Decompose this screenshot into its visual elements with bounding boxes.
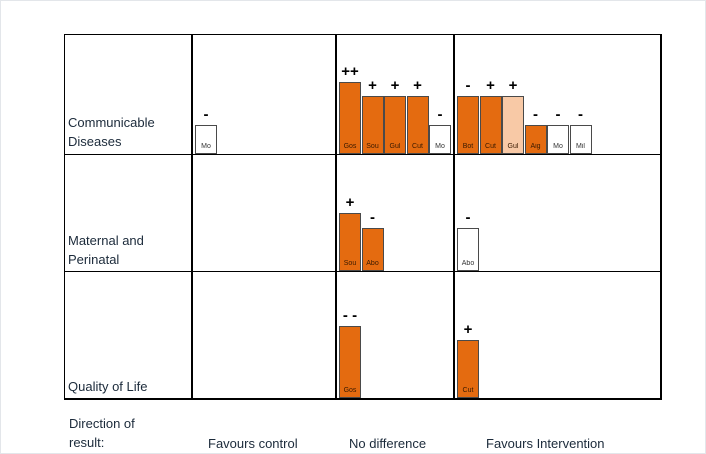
grid-line-col1 [191, 34, 193, 400]
study-bar: Cut [479, 96, 502, 154]
study-bar-label: Cut [485, 143, 496, 150]
study-bar-label: Gos [343, 387, 357, 394]
study-bar: Mil [569, 125, 592, 154]
study-bar-label: Aig [530, 143, 541, 150]
study-bar-label: Mo [553, 143, 563, 150]
study-bar: Abo [457, 227, 479, 271]
study-bar: Bot [457, 96, 479, 154]
study-bar-label: Bot [462, 143, 474, 150]
study-bar: Aig [524, 125, 547, 154]
study-bar-label: Abo [461, 260, 475, 267]
study-bar-label: Gul [507, 143, 519, 150]
result-sign: - [437, 106, 443, 123]
result-sign: + [463, 321, 473, 338]
study-bar-label: Mo [201, 143, 211, 150]
direction-of-result-label: Direction of result: [69, 416, 135, 450]
study-bar: Mo [195, 125, 217, 154]
result-sign: + [345, 194, 355, 211]
result-sign: - [555, 106, 561, 123]
study-bar-label: Cut [462, 387, 474, 394]
column-caption-no-difference: No difference [349, 436, 427, 451]
result-sign: + [486, 77, 495, 94]
row-label-quality: Quality of Life [68, 379, 148, 394]
grid-line-row1 [64, 154, 662, 155]
grid-line-right [660, 34, 662, 400]
study-bar: Abo [361, 227, 384, 271]
study-bar-label: Sou [343, 260, 357, 267]
study-bar: Gos [339, 325, 361, 398]
grid-line-row2 [64, 271, 662, 272]
study-bar-label: Gul [389, 143, 401, 150]
result-sign: + [508, 77, 518, 94]
results-grid: Communicable Diseases Maternal and Perin… [64, 34, 662, 400]
result-sign: - [465, 77, 471, 94]
study-bar-label: Mil [576, 143, 585, 150]
study-bar-label: Mo [435, 143, 445, 150]
grid-line-top [64, 34, 662, 35]
result-sign: + [368, 77, 377, 94]
grid-line-col3 [453, 34, 455, 400]
study-bar: Sou [361, 96, 384, 154]
study-bar-label: Abo [366, 260, 379, 267]
result-sign: - - [342, 306, 358, 324]
study-bar: Gos [339, 81, 361, 154]
result-sign: - [203, 106, 209, 123]
study-bar-label: Cut [412, 143, 423, 150]
grid-line-bottom [64, 398, 662, 400]
row-label-maternal: Maternal and Perinatal [68, 233, 144, 267]
column-caption-favours-intervention: Favours Intervention [486, 436, 605, 451]
row-label-communicable: Communicable Diseases [68, 115, 155, 149]
result-sign: ++ [341, 62, 359, 80]
study-bar: Gul [384, 96, 406, 154]
grid-line-col2 [335, 34, 337, 400]
study-bar: Gul [502, 96, 524, 154]
column-caption-favours-control: Favours control [208, 436, 298, 451]
study-bar: Mo [429, 125, 451, 154]
result-sign: - [578, 106, 583, 123]
study-bar-label: Gos [343, 143, 357, 150]
result-sign: - [370, 208, 375, 226]
study-bar-label: Sou [366, 143, 379, 150]
study-bar: Mo [547, 125, 569, 154]
study-bar: Sou [339, 213, 361, 271]
result-sign: + [390, 77, 400, 94]
result-sign: + [413, 77, 422, 94]
result-sign: - [465, 208, 471, 226]
result-sign: - [533, 106, 538, 123]
study-bar: Cut [457, 340, 479, 398]
study-bar: Cut [406, 96, 429, 154]
grid-line-left [64, 34, 65, 400]
